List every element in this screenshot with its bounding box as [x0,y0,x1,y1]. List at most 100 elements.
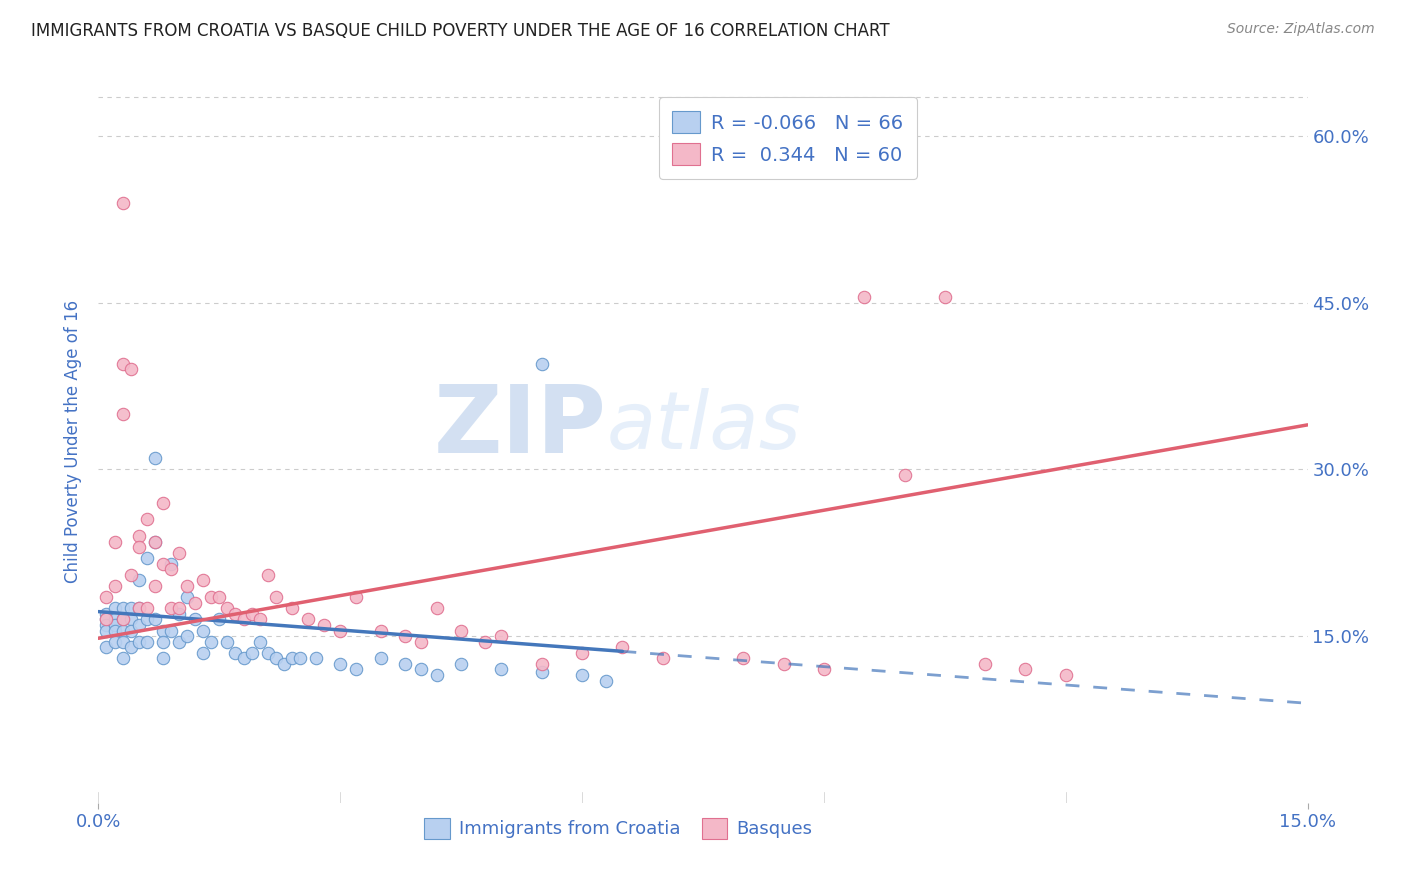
Point [103,579,125,593]
Point [571,668,593,682]
Point [103,534,125,549]
Point [135,512,157,526]
Legend: Immigrants from Croatia, Basques: Immigrants from Croatia, Basques [418,811,820,846]
Point [167,546,190,560]
Point [152,651,174,665]
Point [128,574,150,588]
Point [135,551,157,566]
Point [1014,662,1036,676]
Point [111,195,134,210]
Point [530,657,553,671]
Point [450,657,472,671]
Point [224,607,246,621]
Point [409,662,432,676]
Text: ZIP: ZIP [433,381,606,473]
Point [651,651,673,665]
Point [474,634,496,648]
Point [217,634,239,648]
Point [200,634,222,648]
Point [96,590,118,604]
Text: atlas: atlas [606,388,801,467]
Point [167,607,190,621]
Point [111,407,134,421]
Point [96,607,118,621]
Point [152,624,174,638]
Point [143,579,166,593]
Point [217,601,239,615]
Point [314,618,336,632]
Point [176,579,198,593]
Point [571,646,593,660]
Point [491,662,513,676]
Point [264,590,287,604]
Point [128,601,150,615]
Point [409,634,432,648]
Text: IMMIGRANTS FROM CROATIA VS BASQUE CHILD POVERTY UNDER THE AGE OF 16 CORRELATION : IMMIGRANTS FROM CROATIA VS BASQUE CHILD … [31,22,890,40]
Point [344,662,367,676]
Point [96,640,118,655]
Point [394,657,416,671]
Point [103,601,125,615]
Point [595,673,617,688]
Point [128,529,150,543]
Point [491,629,513,643]
Point [111,601,134,615]
Point [120,601,142,615]
Point [394,629,416,643]
Point [176,590,198,604]
Point [264,651,287,665]
Point [1054,668,1077,682]
Point [103,624,125,638]
Point [934,290,956,304]
Point [426,601,449,615]
Point [111,651,134,665]
Point [103,634,125,648]
Point [281,601,304,615]
Point [120,612,142,626]
Point [96,624,118,638]
Point [167,601,190,615]
Point [200,590,222,604]
Point [143,451,166,466]
Point [772,657,794,671]
Point [974,657,997,671]
Point [733,651,755,665]
Point [152,557,174,571]
Point [612,640,634,655]
Point [103,618,125,632]
Point [120,624,142,638]
Point [329,624,352,638]
Point [297,612,319,626]
Point [120,568,142,582]
Point [208,612,231,626]
Point [184,596,207,610]
Point [249,634,271,648]
Point [232,612,254,626]
Point [249,612,271,626]
Point [152,634,174,648]
Point [103,612,125,626]
Point [152,496,174,510]
Point [281,651,304,665]
Point [329,657,352,671]
Point [160,557,183,571]
Point [224,646,246,660]
Point [135,601,157,615]
Point [160,562,183,576]
Point [240,607,263,621]
Point [135,612,157,626]
Point [143,534,166,549]
Point [176,629,198,643]
Point [240,646,263,660]
Point [813,662,835,676]
Point [370,651,392,665]
Point [426,668,449,682]
Point [305,651,328,665]
Point [273,657,295,671]
Point [370,624,392,638]
Point [96,612,118,626]
Point [232,651,254,665]
Y-axis label: Child Poverty Under the Age of 16: Child Poverty Under the Age of 16 [63,300,82,583]
Point [344,590,367,604]
Point [288,651,311,665]
